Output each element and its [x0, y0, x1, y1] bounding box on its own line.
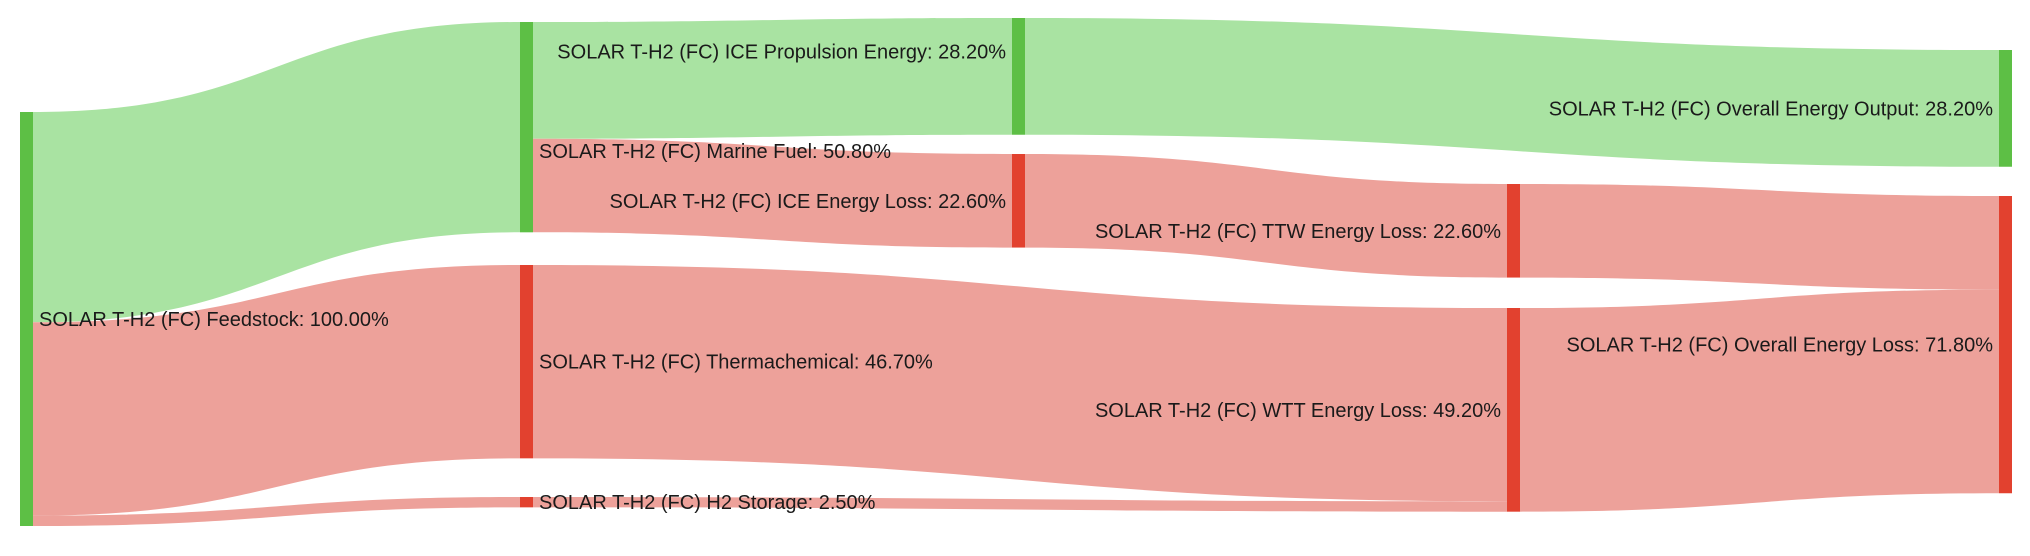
node-label-marine-fuel: SOLAR T-H2 (FC) Marine Fuel: 50.80%: [539, 141, 891, 163]
link-feedstock-to-thermachemical[interactable]: [33, 265, 520, 516]
node-label-h2-storage: SOLAR T-H2 (FC) H2 Storage: 2.50%: [539, 492, 876, 514]
node-label-thermachemical: SOLAR T-H2 (FC) Thermachemical: 46.70%: [539, 352, 933, 374]
node-wtt-loss[interactable]: [1507, 308, 1520, 512]
link-feedstock-to-marine_fuel[interactable]: [33, 22, 520, 323]
link-wtt_loss-to-overall_loss[interactable]: [1520, 289, 1999, 512]
sankey-labels: SOLAR T-H2 (FC) Feedstock: 100.00% SOLAR …: [39, 41, 1993, 514]
link-h2_storage-to-wtt_loss[interactable]: [533, 497, 1507, 512]
node-thermachemical[interactable]: [520, 265, 533, 459]
node-h2-storage[interactable]: [520, 497, 533, 508]
node-label-feedstock: SOLAR T-H2 (FC) Feedstock: 100.00%: [39, 309, 389, 331]
link-thermachemical-to-wtt_loss[interactable]: [533, 265, 1507, 502]
node-overall-loss[interactable]: [1999, 196, 2012, 494]
sankey-nodes: [20, 18, 2012, 526]
link-marine_fuel-to-ice_loss[interactable]: [533, 138, 1012, 248]
node-feedstock[interactable]: [20, 112, 33, 526]
link-marine_fuel-to-ice_propulsion[interactable]: [533, 18, 1012, 139]
link-ice_propulsion-to-overall_output[interactable]: [1025, 18, 1999, 167]
node-ice-propulsion[interactable]: [1012, 18, 1025, 135]
node-ttw-loss[interactable]: [1507, 184, 1520, 278]
link-ttw_loss-to-overall_loss[interactable]: [1520, 184, 1999, 290]
node-ice-loss[interactable]: [1012, 154, 1025, 248]
node-label-ttw-loss: SOLAR T-H2 (FC) TTW Energy Loss: 22.60%: [1095, 221, 1501, 243]
node-overall-output[interactable]: [1999, 50, 2012, 167]
link-feedstock-to-h2_storage[interactable]: [33, 497, 520, 526]
node-label-ice-loss: SOLAR T-H2 (FC) ICE Energy Loss: 22.60%: [610, 191, 1007, 213]
node-label-overall-loss: SOLAR T-H2 (FC) Overall Energy Loss: 71.…: [1567, 335, 1994, 357]
node-marine-fuel[interactable]: [520, 22, 533, 233]
link-ice_loss-to-ttw_loss[interactable]: [1025, 154, 1507, 278]
node-label-ice-propulsion: SOLAR T-H2 (FC) ICE Propulsion Energy: 2…: [557, 41, 1006, 63]
sankey-links: [33, 18, 1999, 526]
node-label-wtt-loss: SOLAR T-H2 (FC) WTT Energy Loss: 49.20%: [1095, 400, 1501, 422]
node-label-overall-output: SOLAR T-H2 (FC) Overall Energy Output: 2…: [1549, 98, 1993, 120]
